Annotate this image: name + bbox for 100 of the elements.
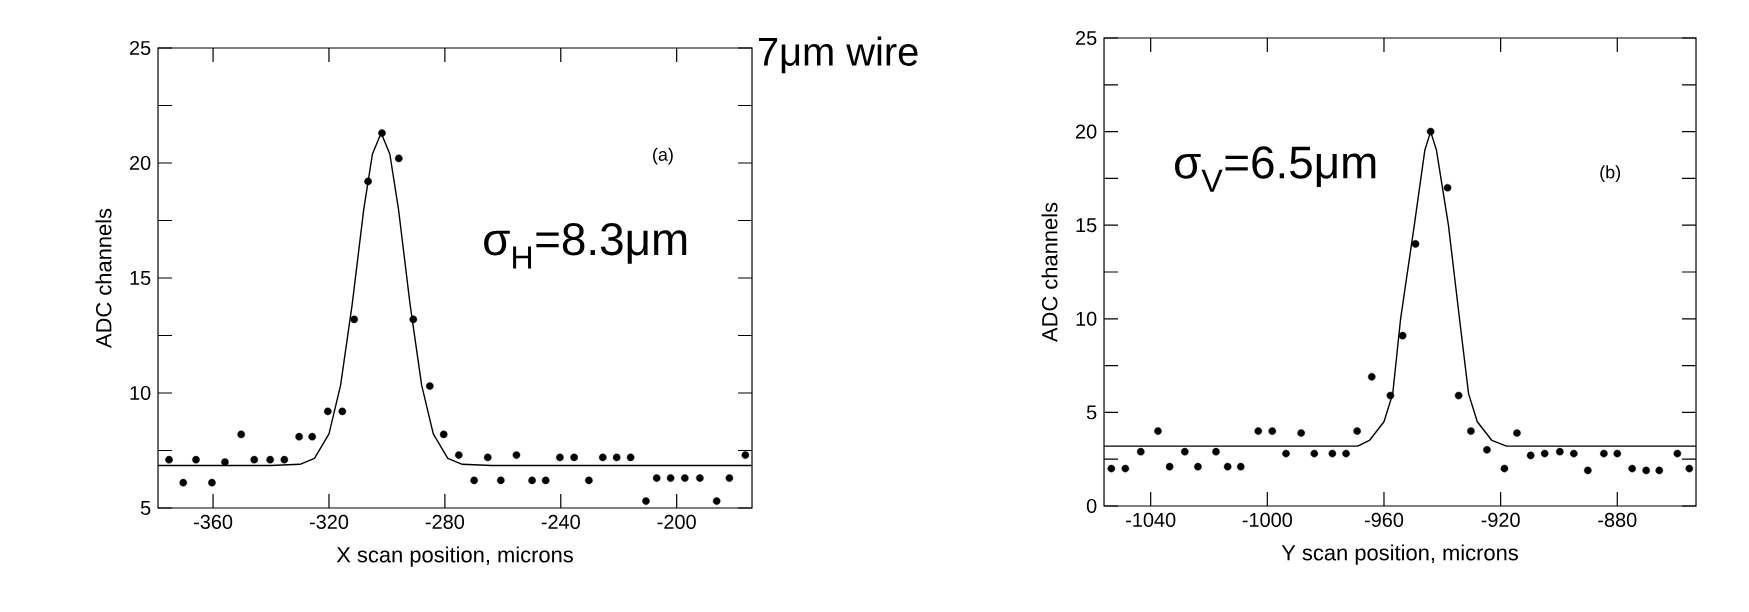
point [696, 474, 704, 482]
point [1443, 183, 1452, 192]
point [470, 476, 478, 485]
x-tick-label: -200 [657, 514, 696, 529]
point [378, 129, 386, 137]
y-tick-label: 20 [1076, 124, 1097, 139]
point [1165, 462, 1174, 471]
y-tick-label: 0 [1086, 498, 1097, 514]
point [1367, 373, 1376, 381]
point [439, 430, 448, 439]
point [1328, 449, 1337, 458]
point [556, 453, 564, 462]
point [626, 453, 635, 462]
point [1600, 449, 1608, 458]
y-tick-label: 5 [140, 501, 151, 515]
point [1454, 391, 1463, 400]
x-tick-label: -1000 [1242, 512, 1293, 527]
point [1584, 466, 1592, 475]
point [1236, 462, 1245, 471]
x-tick-label: -920 [1481, 512, 1520, 527]
point [1194, 462, 1202, 471]
point [666, 474, 675, 482]
point [1386, 391, 1395, 400]
point [1655, 466, 1664, 475]
y-tick-label: 25 [130, 40, 151, 56]
point [1107, 464, 1116, 473]
point [454, 451, 463, 459]
point [612, 453, 621, 462]
point [364, 177, 372, 186]
point [1426, 127, 1435, 136]
point [208, 478, 216, 487]
point [1628, 464, 1636, 473]
point [1268, 427, 1277, 435]
point [741, 451, 750, 459]
x-tick-label: -360 [194, 514, 233, 529]
point [725, 474, 734, 482]
point [1212, 447, 1220, 456]
x-axis-title: Y scan position, microns [1281, 544, 1518, 565]
point [1685, 464, 1694, 473]
point [483, 453, 492, 462]
point [681, 474, 689, 482]
point [1513, 429, 1521, 437]
y-tick-label: 25 [1076, 30, 1097, 46]
point [1154, 427, 1162, 435]
x-tick-label: -280 [425, 514, 465, 529]
point [395, 154, 403, 163]
annotation: σ$_{V}$=6.5μm [1175, 146, 1376, 192]
point [1673, 449, 1682, 458]
point [570, 453, 578, 462]
point [1467, 427, 1475, 435]
x-axis-title: X scan position, microns [336, 546, 573, 567]
point [1570, 449, 1578, 458]
y-axis-title: ADC channels [1041, 202, 1058, 342]
point [350, 315, 358, 324]
point [338, 407, 347, 416]
point [585, 476, 593, 485]
point [1556, 447, 1564, 456]
point [280, 455, 289, 464]
point [642, 497, 650, 505]
x-tick-label: -320 [309, 514, 349, 529]
y-tick-label: 15 [130, 271, 151, 285]
point [1136, 447, 1145, 456]
point [308, 432, 316, 441]
y-tick-label: 15 [1076, 218, 1097, 233]
point [165, 455, 173, 464]
point [1181, 447, 1189, 456]
point [497, 476, 505, 485]
y-axis-title: ADC channels [95, 208, 112, 348]
point [295, 432, 303, 441]
point [1613, 449, 1622, 458]
x-tick-label: -960 [1364, 512, 1404, 527]
point [1121, 464, 1130, 473]
point [1342, 449, 1350, 458]
point [250, 455, 259, 464]
point [221, 458, 229, 466]
point [1254, 427, 1263, 435]
point [1500, 464, 1509, 473]
x-tick-label: -1040 [1126, 512, 1176, 527]
annotation: (b) [1600, 165, 1621, 183]
point [1353, 427, 1361, 435]
point [1297, 429, 1305, 437]
point [652, 474, 661, 482]
point [1411, 240, 1420, 248]
point [409, 315, 418, 324]
point [1310, 449, 1319, 458]
point [528, 476, 536, 485]
point [541, 476, 550, 485]
point [426, 382, 434, 390]
point [237, 430, 245, 439]
point [1282, 449, 1290, 458]
point [1483, 446, 1491, 454]
point [324, 407, 332, 416]
annotation: σ$_{H}$=8.3μm [484, 223, 687, 269]
y-tick-label: 10 [1076, 311, 1097, 326]
y-tick-label: 10 [130, 385, 151, 401]
point [1540, 449, 1549, 458]
point [266, 455, 274, 464]
point [192, 455, 200, 464]
point [1398, 331, 1407, 340]
annotation: (a) [653, 147, 673, 165]
